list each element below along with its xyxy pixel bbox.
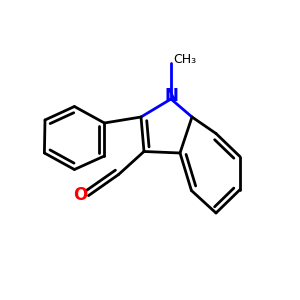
Text: N: N: [165, 87, 178, 105]
Text: CH₃: CH₃: [173, 53, 196, 66]
Text: O: O: [73, 186, 87, 204]
